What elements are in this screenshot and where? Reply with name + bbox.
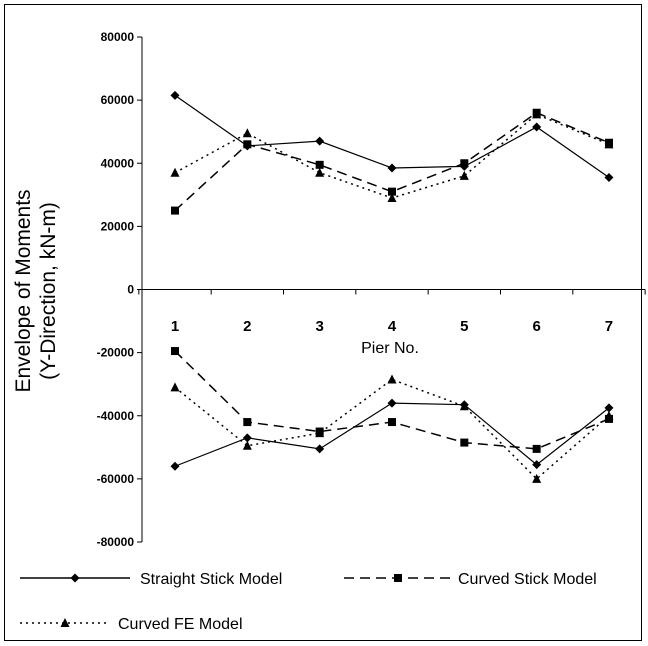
x-tick-label: 1: [171, 318, 179, 335]
y-tick-label: -80000: [97, 535, 135, 549]
triangle-marker: [315, 167, 325, 177]
triangle-marker: [532, 473, 542, 483]
triangle-marker: [459, 401, 469, 411]
legend-label: Curved FE Model: [118, 616, 243, 633]
square-marker: [315, 160, 324, 169]
triangle-marker: [242, 440, 252, 450]
series-line-negative: [174, 378, 610, 480]
square-marker: [387, 187, 396, 196]
series-diamond: [170, 90, 614, 471]
x-tick-label: 5: [460, 318, 468, 335]
x-tick-label: 3: [315, 318, 323, 335]
diamond-marker: [315, 136, 325, 146]
y-tick-label: 20000: [101, 219, 135, 233]
triangle-marker: [242, 128, 252, 138]
diamond-marker: [604, 403, 614, 413]
series-layer: [170, 90, 614, 483]
diamond-marker: [70, 573, 80, 583]
y-tick-label: -20000: [97, 346, 135, 360]
y-axis-label: Envelope of Moments: [12, 189, 35, 392]
series-line-negative: [174, 402, 610, 467]
series-line-positive: [174, 113, 610, 199]
square-marker: [243, 140, 252, 149]
legend: Straight Stick Model Curved Stick Model Cu…: [20, 571, 597, 633]
y-tick-label: 60000: [101, 93, 135, 107]
triangle-marker: [604, 410, 614, 420]
triangle-marker: [60, 618, 70, 627]
triangle-marker: [604, 139, 614, 149]
square-marker: [532, 444, 541, 453]
axes: 80000 60000 40000 20000 0 -20000 -40000 -60000 -…: [97, 30, 646, 549]
diamond-marker: [170, 90, 180, 100]
triangle-marker: [387, 374, 397, 384]
x-tick-label: 7: [605, 318, 613, 335]
legend-entry: Straight Stick Model: [20, 571, 282, 588]
legend-label: Curved Stick Model: [458, 571, 597, 588]
y-tick-label: 0: [127, 283, 134, 297]
square-marker: [460, 438, 469, 447]
y-axis-label-line2: (Y-Direction, kN-m): [37, 202, 60, 380]
x-tick-label: 2: [243, 318, 251, 335]
y-tick-label: 40000: [101, 156, 135, 170]
triangle-marker: [315, 428, 325, 438]
x-tick-label: 6: [532, 318, 540, 335]
diamond-marker: [604, 172, 614, 182]
legend-entry: Curved Stick Model: [344, 571, 597, 588]
x-axis-label: Pier No.: [361, 340, 419, 357]
triangle-marker: [170, 167, 180, 177]
legend-entry: Curved FE Model: [20, 616, 243, 633]
triangle-marker: [387, 192, 397, 202]
diamond-marker: [170, 461, 180, 471]
diamond-marker: [532, 122, 542, 132]
square-marker: [243, 418, 252, 427]
square-marker: [171, 206, 179, 215]
diamond-marker: [532, 460, 542, 470]
square-marker: [394, 574, 402, 582]
y-tick-label: 80000: [101, 30, 135, 44]
legend-label: Straight Stick Model: [140, 571, 282, 588]
diamond-marker: [242, 433, 252, 443]
x-tick-label: 4: [388, 318, 397, 335]
diamond-marker: [387, 398, 397, 408]
y-tick-label: -40000: [97, 409, 135, 423]
diamond-marker: [315, 444, 325, 454]
y-tick-label: -60000: [97, 472, 135, 486]
square-marker: [460, 159, 469, 168]
diamond-marker: [387, 163, 397, 173]
triangle-marker: [170, 382, 180, 392]
square-marker: [171, 347, 179, 356]
square-marker: [387, 418, 396, 427]
series-triangle: [170, 109, 614, 483]
triangle-marker: [459, 170, 469, 180]
triangle-marker: [532, 109, 542, 119]
